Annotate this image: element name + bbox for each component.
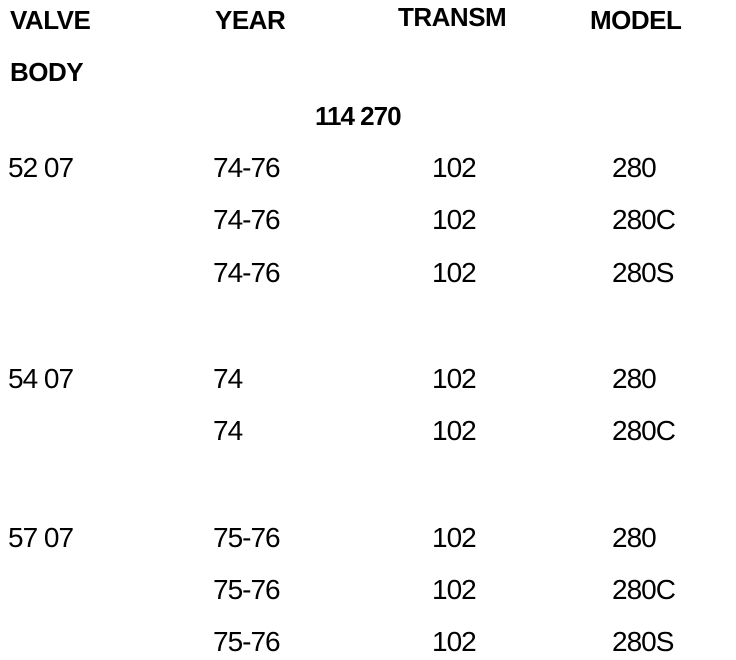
transm-cell: 102 bbox=[432, 521, 477, 553]
model-cell: 280 bbox=[612, 152, 657, 183]
year-cell: 74 bbox=[213, 415, 243, 447]
model-cell: 280S bbox=[612, 626, 674, 658]
column-header: VALVE BODY bbox=[10, 5, 91, 87]
transm-cell: 102 bbox=[432, 573, 477, 605]
valve-body-cell: 52 07 bbox=[8, 152, 74, 183]
model-cell: 280C bbox=[612, 415, 676, 447]
transm-cell: 102 bbox=[432, 626, 477, 658]
year-cell: 74-76 bbox=[213, 256, 281, 288]
year-cell: 74-76 bbox=[213, 204, 281, 236]
transm-cell: 102 bbox=[432, 362, 477, 394]
model-cell: 280 bbox=[612, 521, 657, 553]
valve-body-cell: 54 07 bbox=[8, 362, 74, 394]
column-header: TRANSM bbox=[398, 2, 507, 32]
year-cell: 74 bbox=[213, 362, 243, 394]
year-cell: 74-76 bbox=[213, 152, 281, 183]
section-title: 114 270 bbox=[315, 101, 402, 131]
model-cell: 280C bbox=[612, 204, 676, 236]
year-cell: 75-76 bbox=[213, 626, 281, 658]
model-cell: 280C bbox=[612, 573, 676, 605]
transm-cell: 102 bbox=[432, 256, 477, 288]
year-cell: 75-76 bbox=[213, 521, 281, 553]
column-header: YEAR bbox=[215, 5, 286, 35]
transm-cell: 102 bbox=[432, 415, 477, 447]
year-cell: 75-76 bbox=[213, 573, 281, 605]
transm-cell: 102 bbox=[432, 204, 477, 236]
valve-body-cell: 57 07 bbox=[8, 521, 74, 553]
column-header: MODEL bbox=[590, 5, 682, 35]
transm-cell: 102 bbox=[432, 152, 477, 183]
model-cell: 280 bbox=[612, 362, 657, 394]
model-cell: 280S bbox=[612, 256, 674, 288]
